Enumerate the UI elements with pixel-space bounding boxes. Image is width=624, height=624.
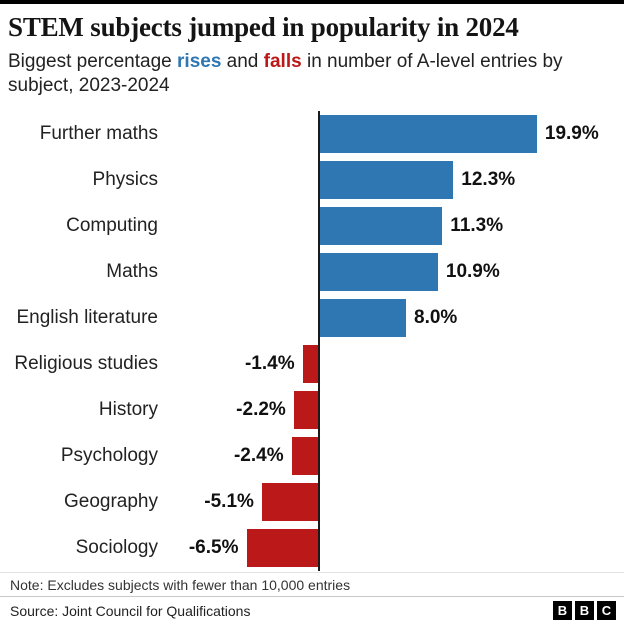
bar-row: Computing 11.3% <box>8 203 616 249</box>
bar <box>318 298 406 337</box>
category-label: Geography <box>63 490 158 512</box>
bar <box>318 206 443 245</box>
chart-note: Note: Excludes subjects with fewer than … <box>0 572 624 596</box>
bar-row: Psychology -2.4% <box>8 433 616 479</box>
bbc-logo-letter: B <box>575 601 594 620</box>
bbc-logo: B B C <box>553 601 616 620</box>
zero-axis-line <box>318 110 320 571</box>
bar-row: Sociology -6.5% <box>8 525 616 571</box>
positive-zone: 8.0% <box>318 298 616 337</box>
value-label: -1.4% <box>244 352 295 374</box>
negative-zone: -6.5% <box>170 528 318 567</box>
category-label: English literature <box>16 306 158 328</box>
value-label: 8.0% <box>414 306 458 328</box>
bbc-logo-letter: C <box>597 601 616 620</box>
value-label: -2.4% <box>233 444 284 466</box>
positive-zone: 12.3% <box>318 160 616 199</box>
bar-row: Geography -5.1% <box>8 479 616 525</box>
value-label: -5.1% <box>204 490 254 512</box>
negative-zone: -2.4% <box>170 436 318 475</box>
category-label: Psychology <box>60 444 158 466</box>
subtitle-rises-word: rises <box>177 51 222 73</box>
bar-row: Further maths 19.9% <box>8 111 616 157</box>
positive-zone: 11.3% <box>318 206 616 245</box>
category-label: Maths <box>106 260 158 282</box>
value-label: -6.5% <box>188 536 239 558</box>
bar-row: Religious studies -1.4% <box>8 341 616 387</box>
bar <box>318 252 438 291</box>
bbc-logo-letter: B <box>553 601 572 620</box>
value-label: 19.9% <box>544 122 599 144</box>
source-label: Source: Joint Council for Qualifications <box>10 602 251 619</box>
bar-row: English literature 8.0% <box>8 295 616 341</box>
bar <box>291 436 318 475</box>
subtitle-text-3: in number of A-level entries by subject,… <box>8 51 563 97</box>
bar-row: History -2.2% <box>8 387 616 433</box>
bar-row: Maths 10.9% <box>8 249 616 295</box>
negative-zone: -2.2% <box>170 390 318 429</box>
chart-footer: Source: Joint Council for Qualifications… <box>0 596 624 624</box>
subtitle-falls-word: falls <box>263 51 302 73</box>
bar <box>302 344 318 383</box>
bar <box>293 390 318 429</box>
positive-zone: 19.9% <box>318 114 616 153</box>
subtitle-text-1: Biggest percentage <box>8 51 178 73</box>
category-label: Further maths <box>39 122 158 144</box>
category-label: Physics <box>92 168 158 190</box>
chart-title: STEM subjects jumped in popularity in 20… <box>8 12 519 42</box>
value-label: -2.2% <box>236 398 286 420</box>
value-label: 11.3% <box>450 214 504 236</box>
bar <box>318 160 454 199</box>
value-label: 10.9% <box>445 260 500 282</box>
bar-chart: Further maths 19.9% Physics 12.3% Comput… <box>8 110 616 571</box>
negative-zone: -1.4% <box>170 344 318 383</box>
category-label: Sociology <box>75 536 158 558</box>
bar <box>246 528 318 567</box>
positive-zone: 10.9% <box>318 252 616 291</box>
category-label: Religious studies <box>14 352 158 374</box>
subtitle-text-2: and <box>221 51 264 73</box>
negative-zone: -5.1% <box>170 482 318 521</box>
bar-row: Physics 12.3% <box>8 157 616 203</box>
category-label: Computing <box>66 214 158 236</box>
bar <box>261 482 318 521</box>
bar <box>318 114 537 153</box>
category-label: History <box>98 398 158 420</box>
value-label: 12.3% <box>461 168 516 190</box>
chart-subtitle: Biggest percentage rises and falls in nu… <box>8 50 608 99</box>
